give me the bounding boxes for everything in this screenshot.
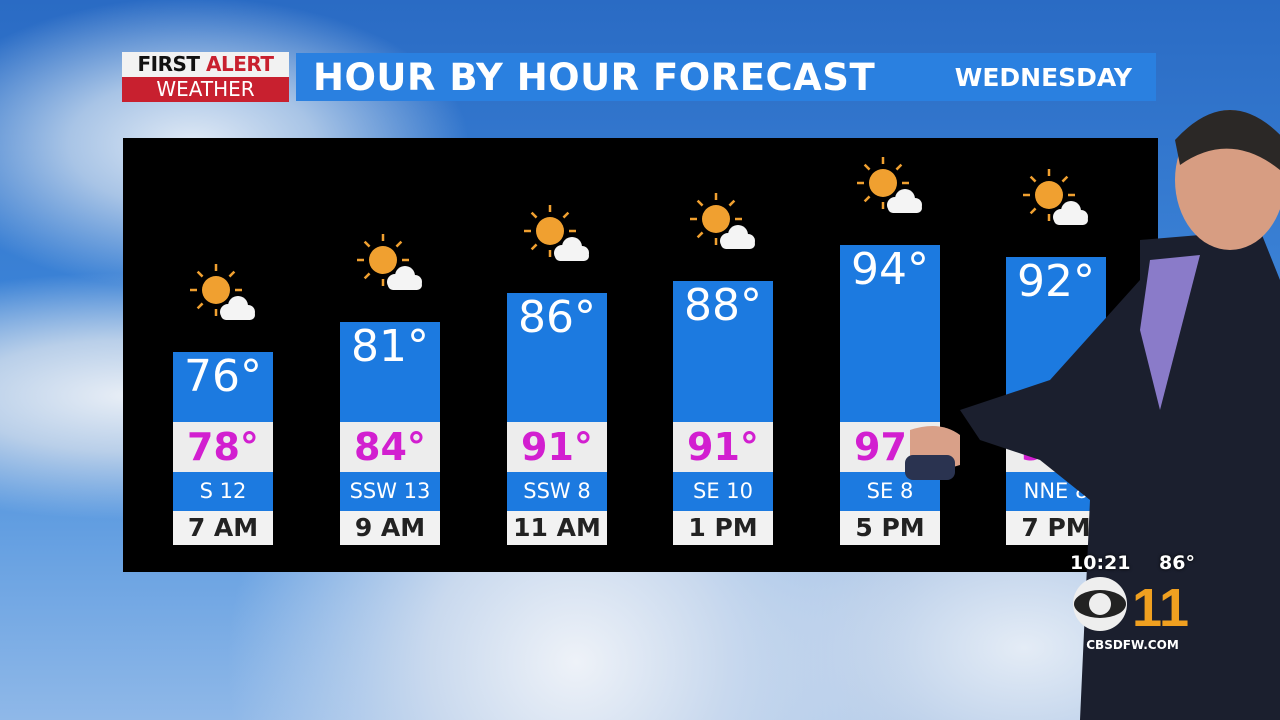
- mostly-sunny-icon: [355, 234, 427, 296]
- station-bug: 10:21 86° 11 CBSDFW.COM: [1070, 552, 1195, 652]
- time-label: 1 PM: [673, 511, 773, 545]
- feels-like-temp: 84°: [340, 422, 440, 472]
- mostly-sunny-icon: [188, 264, 260, 326]
- forecast-column-7-am: 76° 78° S 12 7 AM: [173, 138, 273, 572]
- temp-bar: 76°: [173, 352, 273, 422]
- time-label: 11 AM: [507, 511, 607, 545]
- day-label: WEDNESDAY: [954, 62, 1132, 92]
- mostly-sunny-icon: [1021, 168, 1093, 231]
- cbs11-logo: 11: [1073, 577, 1189, 638]
- wind-label: SE 10: [673, 472, 773, 511]
- wind-label: SSW 8: [507, 472, 607, 511]
- forecast-panel: 76° 78° S 12 7 AM 81° 84° SSW 13 9 AM 86…: [123, 138, 1158, 572]
- temp-bar: 81°: [340, 322, 440, 422]
- wind-label: SE 8: [840, 472, 940, 511]
- forecast-column-5-pm: 94° 97° SE 8 5 PM: [840, 138, 940, 572]
- forecast-column-1-pm: 88° 91° SE 10 1 PM: [673, 138, 773, 572]
- current-temp: 86°: [1159, 552, 1195, 574]
- feels-like-temp: 91°: [507, 422, 607, 472]
- mostly-sunny-icon: [855, 157, 927, 219]
- mostly-sunny-icon: [522, 204, 594, 267]
- wind-label: S 12: [173, 472, 273, 511]
- website: CBSDFW.COM: [1086, 638, 1179, 652]
- forecast-column-11-am: 86° 91° SSW 8 11 AM: [507, 138, 607, 572]
- feels-like-temp: 78°: [173, 422, 273, 472]
- forecast-column-9-am: 81° 84° SSW 13 9 AM: [340, 138, 440, 572]
- page-title: HOUR BY HOUR FORECAST: [313, 55, 876, 99]
- temp-bar: 88°: [673, 280, 773, 422]
- title-bar: HOUR BY HOUR FORECAST WEDNESDAY: [296, 53, 1156, 101]
- temp-bar: 94°: [840, 245, 940, 422]
- svg-text:11: 11: [1132, 578, 1189, 632]
- time-label: 5 PM: [840, 511, 940, 545]
- wind-label: SSW 13: [340, 472, 440, 511]
- time-label: 7 AM: [173, 511, 273, 545]
- temp-bar: 86°: [507, 292, 607, 422]
- feels-like-temp: 91°: [673, 422, 773, 472]
- clock-time: 10:21: [1070, 552, 1131, 574]
- meteorologist: [905, 110, 1280, 720]
- time-label: 9 AM: [340, 511, 440, 545]
- mostly-sunny-icon: [688, 192, 760, 255]
- first-alert-weather-logo: FIRST ALERT WEATHER: [122, 52, 289, 102]
